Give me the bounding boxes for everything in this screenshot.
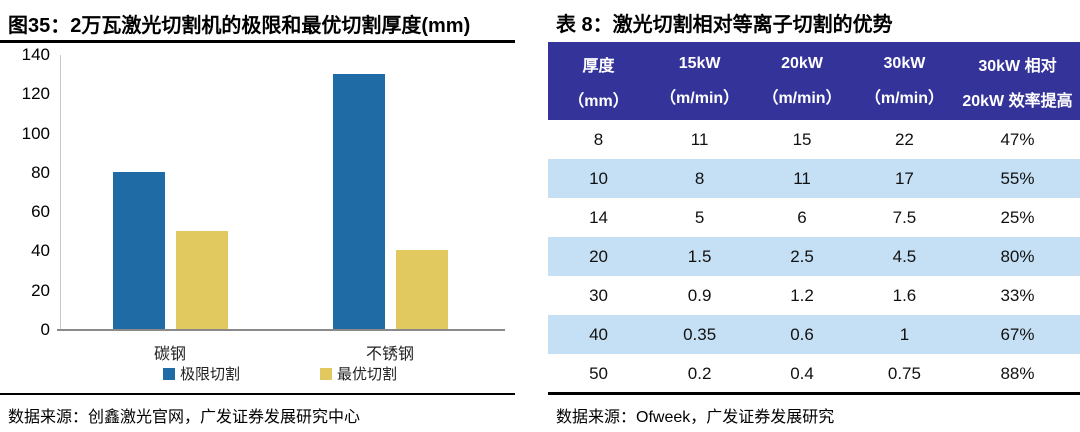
table-header-row: 厚度 （mm） 15kW （m/min） 20kW （m/min） 30kW （m/min） 3…	[548, 42, 1080, 120]
y-tick-label: 140	[21, 45, 50, 64]
table-cell: 67%	[1000, 324, 1035, 344]
table-cell: 55%	[1000, 168, 1035, 188]
y-tick-label: 0	[40, 320, 50, 339]
table-row: 30 0.9 1.2 1.6 33%	[548, 276, 1080, 315]
x-axis-label: 不锈钢	[365, 346, 414, 363]
chart-plot: 碳钢 不锈钢	[57, 55, 505, 363]
table-cell: 1	[899, 324, 910, 344]
header-line-2: （m/min）	[864, 89, 944, 107]
chart-legend: 极限切割 最优切割	[60, 363, 500, 384]
table-cell: 33%	[1000, 285, 1035, 305]
y-tick-label: 80	[31, 162, 50, 182]
table-cell: 8	[593, 129, 604, 149]
header-line-2: 20kW 效率提高	[962, 92, 1073, 110]
table-cell: 11	[793, 168, 811, 188]
table-source-note: 数据来源：Ofweek，广发证券发展研究	[556, 409, 835, 426]
table-cell: 50	[589, 363, 608, 383]
table-cell: 0.75	[887, 363, 921, 383]
table-cell: 1.6	[892, 285, 917, 305]
table-cell: 5	[694, 207, 705, 227]
table-cell: 1.2	[790, 285, 814, 305]
table-header-cell: 厚度 （mm）	[548, 42, 649, 120]
table-header-cell: 15kW （m/min）	[649, 42, 750, 120]
table-cell: 0.4	[790, 363, 814, 383]
table-cell: 10	[589, 168, 608, 188]
x-axis-line	[57, 329, 505, 331]
table-cell: 0.6	[790, 324, 814, 344]
data-table: 厚度 （mm） 15kW （m/min） 20kW （m/min） 30kW （m/min） 3…	[548, 42, 1080, 393]
y-tick-label: 40	[31, 241, 50, 261]
bar-极限切割	[332, 73, 385, 329]
table-bottom-rule	[548, 392, 1080, 395]
chart-title: 图35：2万瓦激光切割机的极限和最优切割厚度(mm)	[8, 15, 471, 37]
header-line-1: 30kW 相对	[978, 57, 1057, 75]
header-line-2: （m/min）	[762, 89, 842, 107]
table-cell: 0.2	[687, 363, 712, 383]
header-line-1: 厚度	[582, 57, 615, 75]
table-cell: 40	[589, 324, 608, 344]
table-row: 10 8 11 17 55%	[548, 159, 1080, 198]
table-header-cell: 30kW 相对 20kW 效率提高	[955, 42, 1080, 120]
y-tick-label: 60	[31, 202, 50, 222]
table-cell: 80%	[1000, 246, 1035, 266]
chart-bottom-rule	[0, 393, 515, 395]
table-cell: 1.5	[687, 246, 712, 266]
table-cell: 30	[589, 285, 608, 305]
legend-item: 最优切割	[320, 363, 397, 384]
table-header-cell: 30kW （m/min）	[854, 42, 955, 120]
table-cell: 11	[690, 129, 709, 149]
table-cell: 2.5	[790, 246, 814, 266]
table-cell: 15	[792, 129, 812, 149]
table-row: 50 0.2 0.4 0.75 88%	[548, 354, 1080, 393]
table-row: 40 0.35 0.6 1 67%	[548, 315, 1080, 354]
bar-最优切割	[395, 250, 448, 329]
table-title: 表 8：激光切割相对等离子切割的优势	[556, 14, 893, 36]
y-tick-label: 20	[31, 280, 50, 300]
y-tick-label: 100	[21, 123, 50, 143]
y-axis-line	[60, 55, 61, 330]
table-cell: 6	[797, 207, 807, 227]
table-cell: 0.9	[687, 285, 712, 305]
chart-source-note: 数据来源：创鑫激光官网，广发证券发展研究中心	[8, 409, 361, 426]
table-cell: 0.35	[683, 324, 717, 344]
table-row: 14 5 6 7.5 25%	[548, 198, 1080, 237]
header-line-1: 20kW	[781, 54, 823, 72]
table-cell: 20	[589, 246, 608, 266]
y-tick-label: 120	[21, 84, 50, 104]
bar-最优切割	[175, 230, 228, 329]
chart-y-axis: 0 20 40 60 80 100 120 140	[0, 45, 52, 339]
x-axis-label: 碳钢	[153, 346, 186, 363]
chart-title-underline	[0, 40, 515, 43]
header-line-1: 15kW	[678, 54, 721, 72]
table-cell: 17	[894, 168, 914, 188]
table-row: 20 1.5 2.5 4.5 80%	[548, 237, 1080, 276]
table-cell: 88%	[1000, 363, 1035, 383]
header-line-2: （m/min）	[660, 89, 740, 107]
legend-label: 极限切割	[179, 366, 240, 383]
header-line-2: （mm）	[568, 92, 629, 110]
table-cell: 7.5	[892, 207, 917, 227]
table-cell: 25%	[1000, 207, 1035, 227]
legend-label: 最优切割	[337, 366, 398, 383]
table-cell: 14	[589, 207, 608, 227]
table-body: 8 11 15 22 47% 10 8 11 17 55% 14 5 6 7.5 25% 20 1.5 2.5 4.…	[548, 120, 1080, 393]
header-line-1: 30kW	[883, 54, 926, 72]
table-cell: 4.5	[892, 246, 917, 266]
table-cell: 22	[894, 129, 914, 149]
table-header-cell: 20kW （m/min）	[750, 42, 854, 120]
legend-swatch	[162, 367, 175, 380]
legend-swatch	[320, 367, 332, 380]
bar-极限切割	[112, 171, 165, 329]
legend-item: 极限切割	[162, 363, 240, 384]
table-cell: 47%	[1000, 129, 1035, 149]
table-row: 8 11 15 22 47%	[548, 120, 1080, 159]
table-cell: 8	[694, 168, 705, 188]
